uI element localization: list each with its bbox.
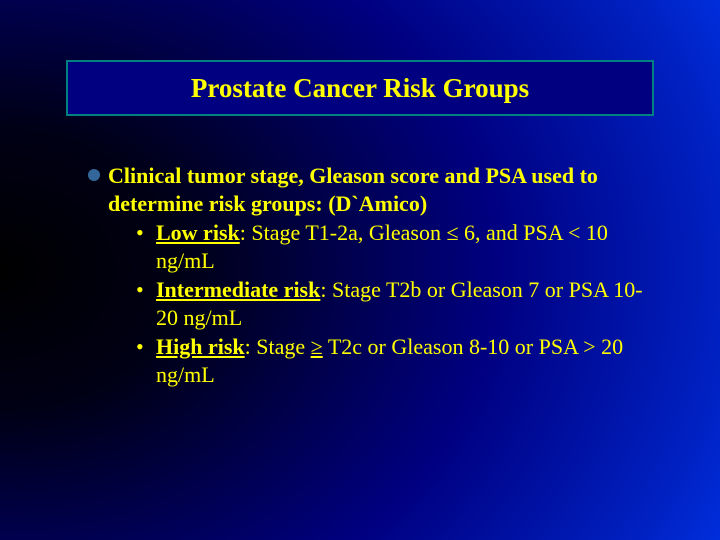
disc-bullet-icon [88, 169, 100, 181]
risk-desc: : Stage [245, 334, 311, 359]
list-item: • Low risk: Stage T1-2a, Gleason ≤ 6, an… [136, 219, 648, 274]
dot-bullet-icon: • [136, 333, 144, 361]
dot-bullet-icon: • [136, 276, 144, 304]
risk-label: Low risk [156, 220, 240, 245]
list-item: • High risk: Stage ≥ T2c or Gleason 8-10… [136, 333, 648, 388]
risk-desc-underline: ≥ [311, 334, 323, 359]
title-box: Prostate Cancer Risk Groups [66, 60, 654, 116]
risk-list: • Low risk: Stage T1-2a, Gleason ≤ 6, an… [108, 219, 648, 388]
main-bullet-item: Clinical tumor stage, Gleason score and … [108, 162, 648, 388]
list-item: • Intermediate risk: Stage T2b or Gleaso… [136, 276, 648, 331]
dot-bullet-icon: • [136, 219, 144, 247]
intro-text: Clinical tumor stage, Gleason score and … [108, 163, 598, 216]
risk-label: High risk [156, 334, 245, 359]
risk-label: Intermediate risk [156, 277, 320, 302]
slide-title: Prostate Cancer Risk Groups [191, 73, 529, 104]
slide-content: Clinical tumor stage, Gleason score and … [108, 162, 648, 390]
